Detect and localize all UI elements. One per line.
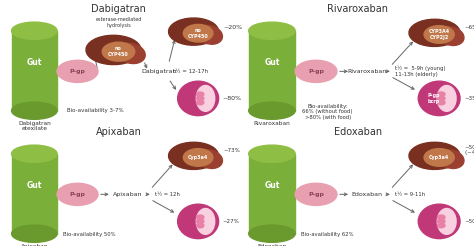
Text: ~65%: ~65%: [465, 25, 474, 30]
Ellipse shape: [11, 145, 57, 162]
Text: Cyp3a4: Cyp3a4: [429, 155, 449, 160]
Text: Apixaban: Apixaban: [20, 244, 48, 246]
Ellipse shape: [438, 92, 445, 96]
Ellipse shape: [102, 42, 135, 61]
Text: CYP3A4
CYP2J2: CYP3A4 CYP2J2: [428, 29, 450, 40]
Ellipse shape: [438, 223, 445, 228]
Bar: [11, 31, 57, 111]
Ellipse shape: [169, 18, 219, 45]
Text: Dabigatran: Dabigatran: [142, 69, 177, 74]
Text: Rivaroxaban: Rivaroxaban: [254, 121, 290, 125]
Text: P-gp
bcrp: P-gp bcrp: [428, 93, 440, 104]
Text: Apixaban: Apixaban: [113, 192, 142, 197]
Text: Dabigatran
etexilate: Dabigatran etexilate: [18, 121, 51, 131]
Text: esterase-mediated
hydrolysis: esterase-mediated hydrolysis: [95, 17, 142, 28]
Text: ~27%: ~27%: [223, 219, 239, 224]
Ellipse shape: [86, 35, 141, 65]
Text: Gut: Gut: [264, 181, 280, 190]
Ellipse shape: [197, 219, 204, 224]
Ellipse shape: [169, 142, 219, 169]
Ellipse shape: [197, 92, 204, 96]
Text: Dabigatran: Dabigatran: [91, 4, 146, 14]
Ellipse shape: [196, 208, 215, 234]
Ellipse shape: [424, 26, 454, 43]
Bar: [249, 154, 295, 234]
Text: no
CYP450: no CYP450: [108, 46, 129, 57]
Ellipse shape: [438, 96, 445, 101]
Text: Edoxaban: Edoxaban: [352, 192, 383, 197]
Ellipse shape: [197, 223, 204, 228]
Ellipse shape: [183, 24, 213, 42]
Ellipse shape: [196, 86, 215, 111]
Text: ~35%: ~35%: [464, 96, 474, 101]
Text: Rivaroxaban: Rivaroxaban: [328, 4, 388, 14]
Text: Bio-availability 50%: Bio-availability 50%: [63, 232, 115, 237]
Circle shape: [57, 183, 98, 205]
Text: Bio-availability:
66% (without food)
>80% (with food): Bio-availability: 66% (without food) >80…: [302, 104, 353, 120]
Text: P-gp: P-gp: [308, 69, 324, 74]
Ellipse shape: [197, 100, 204, 105]
Ellipse shape: [438, 208, 456, 234]
Text: Gut: Gut: [27, 181, 42, 190]
Text: t½ = 9-11h: t½ = 9-11h: [395, 192, 425, 197]
Ellipse shape: [249, 145, 295, 162]
Text: Bio-availability 62%: Bio-availability 62%: [301, 232, 354, 237]
Text: t½ = 12h: t½ = 12h: [155, 192, 180, 197]
Text: Edoxaban: Edoxaban: [257, 244, 286, 246]
Ellipse shape: [418, 81, 460, 116]
Ellipse shape: [197, 215, 204, 219]
Text: P-gp: P-gp: [308, 192, 324, 197]
Bar: [11, 154, 57, 234]
Ellipse shape: [11, 225, 57, 242]
Ellipse shape: [197, 150, 222, 169]
Ellipse shape: [424, 149, 454, 166]
Ellipse shape: [409, 19, 460, 46]
Ellipse shape: [249, 225, 295, 242]
Ellipse shape: [409, 142, 460, 169]
Text: Gut: Gut: [264, 58, 280, 67]
Ellipse shape: [249, 22, 295, 39]
Ellipse shape: [249, 102, 295, 119]
Bar: [249, 31, 295, 111]
Ellipse shape: [11, 22, 57, 39]
Text: P-gp: P-gp: [70, 69, 85, 74]
Circle shape: [295, 183, 337, 205]
Text: Gut: Gut: [27, 58, 42, 67]
Text: Apixaban: Apixaban: [96, 127, 141, 137]
Text: ~20%: ~20%: [223, 25, 242, 30]
Ellipse shape: [178, 81, 219, 116]
Text: ~73%: ~73%: [223, 148, 240, 153]
Ellipse shape: [438, 150, 464, 169]
Ellipse shape: [178, 204, 219, 239]
Ellipse shape: [418, 204, 460, 239]
Circle shape: [295, 60, 337, 82]
Text: no
CYP450: no CYP450: [188, 28, 209, 39]
Ellipse shape: [11, 102, 57, 119]
Ellipse shape: [183, 149, 213, 166]
Text: Cyp3a4: Cyp3a4: [188, 155, 208, 160]
Text: ~50%
(~4% Cyp3A4): ~50% (~4% Cyp3A4): [465, 145, 474, 155]
Text: t½ =  5-9h (young)
11-13h (elderly): t½ = 5-9h (young) 11-13h (elderly): [395, 66, 446, 77]
Text: t½ = 12-17h: t½ = 12-17h: [173, 69, 208, 74]
Ellipse shape: [438, 27, 464, 46]
Text: Edoxaban: Edoxaban: [334, 127, 382, 137]
Ellipse shape: [438, 100, 445, 105]
Ellipse shape: [438, 219, 445, 224]
Ellipse shape: [197, 25, 222, 44]
Circle shape: [57, 60, 98, 82]
Ellipse shape: [117, 43, 145, 63]
Ellipse shape: [438, 86, 456, 111]
Text: Bio-availability 3-7%: Bio-availability 3-7%: [67, 108, 124, 113]
Text: Rivaroxaban: Rivaroxaban: [347, 69, 387, 74]
Text: ~50%: ~50%: [464, 219, 474, 224]
Text: ~80%: ~80%: [223, 96, 242, 101]
Ellipse shape: [197, 96, 204, 101]
Ellipse shape: [438, 215, 445, 219]
Text: P-gp: P-gp: [70, 192, 85, 197]
